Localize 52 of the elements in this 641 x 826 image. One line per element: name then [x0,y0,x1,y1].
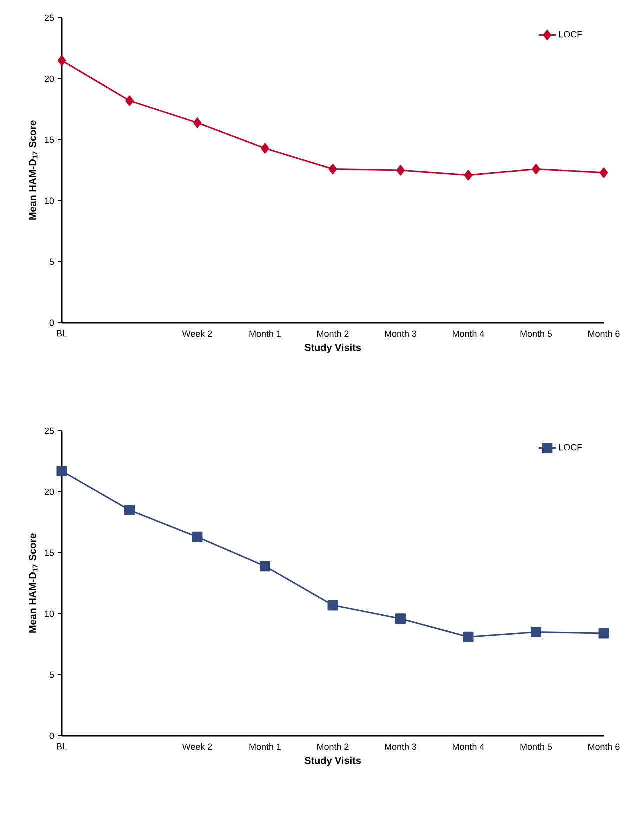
x-tick-label: Month 2 [318,744,349,750]
y-tick-label: 10 [45,198,54,204]
x-axis-title: Study Visits [304,344,362,354]
x-tick-label: Month 3 [385,330,417,338]
point [396,165,405,176]
x-tick-label: BL [57,744,68,750]
y-tick-label: 5 [50,258,54,266]
y-tick-label: 0 [50,732,54,740]
point [531,627,542,638]
y-tick-label: 25 [44,428,54,434]
y-tick-label: 20 [44,76,54,82]
y-tick-label: 15 [45,136,54,144]
x-tick-label: Month 6 [588,330,620,338]
y-tick-label: 5 [50,672,54,678]
y-axis-title: Mean HAM-D$_{17}$ Score [29,120,38,220]
point [193,118,202,128]
x-tick-label: Month 3 [385,744,417,750]
y-tick-label: 0 [50,320,54,326]
x-tick-label: BL [57,330,68,337]
point [192,532,203,542]
x-tick-label: Month 1 [250,744,281,750]
y-tick-label: 25 [44,14,54,22]
x-tick-label: Month 5 [520,330,552,338]
x-tick-label: Month 2 [318,330,349,338]
point [328,164,338,175]
x-axis-title: Study Visits [304,756,362,766]
y-tick-label: 15 [45,550,54,556]
point [598,628,610,639]
y-tick-label: 20 [44,488,54,496]
x-tick-label: Month 4 [453,744,484,750]
point [56,466,68,477]
x-tick-label: Week 2 [182,744,212,750]
x-tick-label: Week 2 [182,330,212,338]
x-tick-label: Month 5 [520,744,552,750]
point [464,170,473,181]
point [124,505,135,516]
point [126,96,134,106]
point [463,632,474,642]
legend-label: LOCF [559,444,582,451]
point [396,614,406,624]
point [261,143,270,154]
point [328,600,338,611]
x-tick-label: Month 4 [453,330,484,338]
point [600,168,608,178]
point [532,164,540,175]
legend-label: LOCF [559,31,582,38]
point [260,561,270,572]
point [58,55,66,66]
x-tick-label: Month 6 [588,744,620,750]
y-tick-label: 10 [45,610,54,618]
y-axis-title: Mean HAM-D$_{17}$ Score [29,534,38,633]
x-tick-label: Month 1 [250,330,281,338]
